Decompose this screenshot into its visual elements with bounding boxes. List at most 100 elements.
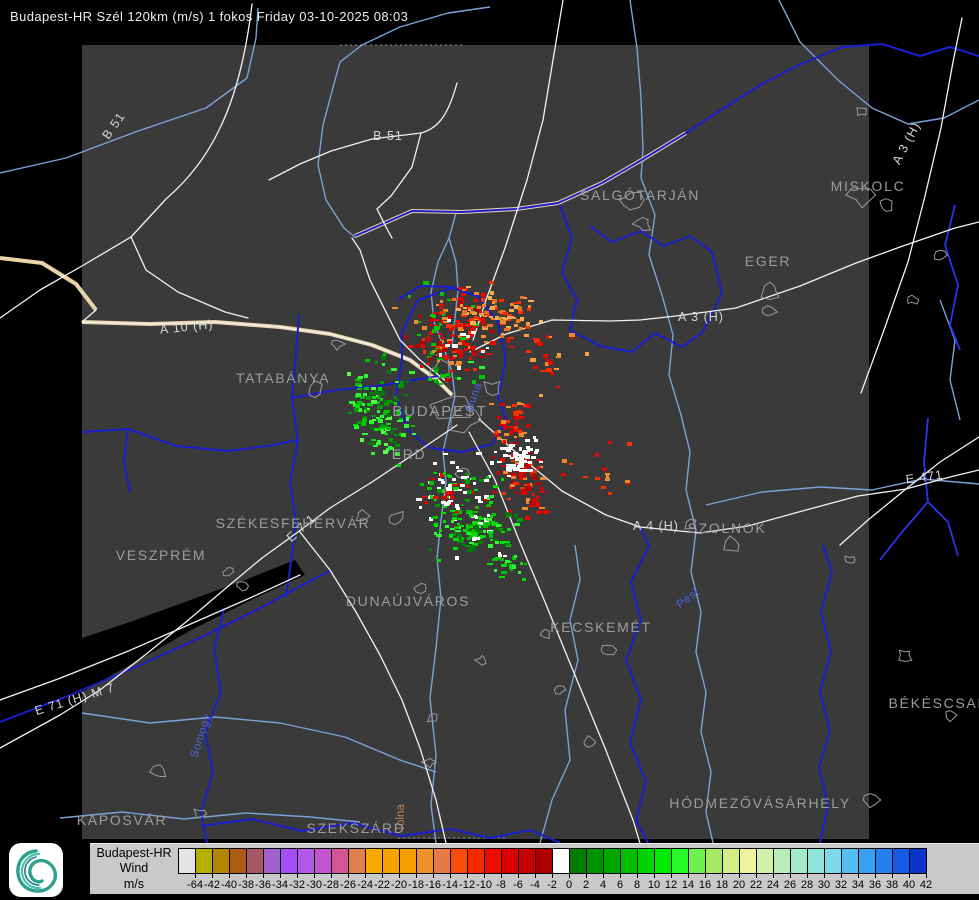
radar-echo-cell	[381, 356, 386, 360]
radar-echo-cell	[430, 314, 435, 317]
radar-echo-cell	[465, 288, 468, 291]
legend-tick-mark	[722, 874, 723, 878]
radar-echo-cell	[439, 304, 444, 306]
radar-echo-cell	[378, 419, 383, 423]
legend-color-cell: 28	[790, 848, 813, 891]
radar-echo-cell	[517, 465, 520, 469]
radar-echo-cell	[550, 372, 554, 375]
radar-echo-cell	[448, 475, 452, 478]
radar-echo-cell	[455, 364, 461, 366]
radar-echo-cell	[377, 396, 380, 399]
radar-echo-cell	[507, 318, 511, 321]
map-line	[24, 856, 40, 886]
radar-echo-cell	[454, 526, 459, 529]
radar-echo-cell	[518, 430, 522, 434]
radar-echo-cell	[377, 410, 380, 413]
radar-echo-cell	[347, 372, 351, 376]
radar-echo-cell	[509, 309, 514, 312]
radar-echo-cell	[465, 343, 470, 346]
radar-echo-cell	[431, 343, 436, 346]
radar-echo-cell	[471, 477, 476, 480]
radar-echo-cell	[494, 569, 497, 572]
legend-tick-label: -64	[187, 879, 203, 891]
radar-echo-cell	[472, 325, 478, 328]
legend-header: Budapest-HR Wind m/s	[92, 846, 176, 892]
radar-echo-cell	[437, 360, 440, 362]
radar-echo-cell	[451, 520, 454, 523]
radar-echo-cell	[507, 498, 511, 500]
map-line	[354, 202, 559, 237]
radar-echo-cell	[495, 433, 499, 437]
legend-parameter: Wind	[119, 861, 149, 876]
legend-tick-mark	[382, 874, 383, 878]
radar-echo-cell	[384, 400, 389, 403]
radar-echo-cell	[470, 321, 476, 325]
radar-echo-cell	[371, 452, 375, 455]
legend-color-cell: 20	[722, 848, 745, 891]
legend-tick-label: 6	[616, 879, 624, 891]
radar-echo-cell	[456, 324, 462, 327]
legend-tick-mark	[365, 874, 366, 878]
radar-echo-cell	[426, 363, 430, 365]
radar-echo-cell	[513, 452, 518, 455]
radar-echo-cell	[437, 358, 443, 360]
radar-echo-cell	[545, 362, 549, 366]
legend-units: m/s	[123, 876, 145, 891]
radar-echoes-layer	[347, 281, 632, 581]
radar-echo-cell	[472, 543, 478, 546]
radar-echo-cell	[395, 452, 400, 456]
radar-echo-cell	[481, 350, 485, 353]
radar-echo-cell	[511, 444, 515, 447]
radar-echo-cell	[461, 476, 467, 479]
radar-echo-cell	[517, 402, 521, 405]
radar-echo-cell	[491, 521, 495, 525]
radar-echo-cell	[453, 547, 458, 550]
legend-tick-label: 38	[885, 879, 899, 891]
radar-echo-cell	[500, 335, 504, 338]
radar-echo-cell	[522, 475, 526, 478]
legend-tick-label: -4	[530, 879, 540, 891]
radar-echo-cell	[503, 454, 508, 457]
settlement-outline	[413, 582, 427, 595]
radar-echo-cell	[412, 433, 416, 435]
legend-tick-mark	[314, 874, 315, 878]
radar-echo-cell	[451, 334, 455, 337]
settlement-outline	[879, 198, 893, 213]
radar-echo-cell	[357, 388, 362, 390]
radar-echo-cell	[508, 510, 512, 513]
radar-echo-cell	[366, 396, 371, 400]
radar-echo-cell	[523, 450, 527, 452]
legend-tick-mark	[841, 874, 842, 878]
radar-echo-cell	[452, 298, 456, 301]
legend-tick-label: 42	[919, 879, 933, 891]
radar-echo-cell	[488, 296, 492, 300]
radar-echo-cell	[518, 571, 521, 574]
radar-echo-cell	[358, 409, 362, 412]
radar-echo-cell	[489, 534, 493, 538]
radar-echo-cell	[529, 484, 533, 487]
legend-color-cell: -10	[467, 848, 492, 891]
legend-color-cell: -30	[297, 848, 322, 891]
radar-echo-cell	[465, 480, 470, 484]
radar-echo-cell	[449, 491, 454, 495]
radar-echo-cell	[445, 494, 449, 496]
radar-echo-cell	[531, 502, 534, 505]
radar-echo-cell	[519, 465, 523, 468]
radar-echo-cell	[571, 336, 574, 339]
radar-echo-cell	[490, 341, 496, 345]
radar-echo-cell	[468, 524, 473, 526]
radar-echo-cell	[434, 326, 440, 330]
map-label-city: TATABÁNYA	[236, 370, 330, 386]
radar-echo-cell	[536, 482, 541, 485]
radar-echo-cell	[481, 322, 485, 325]
radar-echo-cell	[456, 466, 459, 469]
radar-echo-cell	[518, 416, 524, 419]
radar-echo-cell	[366, 410, 370, 412]
radar-echo-cell	[449, 328, 454, 331]
radar-echo-cell	[500, 558, 504, 561]
radar-echo-cell	[418, 321, 421, 323]
legend-tick-label: -32	[289, 879, 305, 891]
radar-echo-cell	[457, 523, 460, 525]
legend-tick-mark	[246, 874, 247, 878]
radar-echo-cell	[458, 489, 462, 491]
